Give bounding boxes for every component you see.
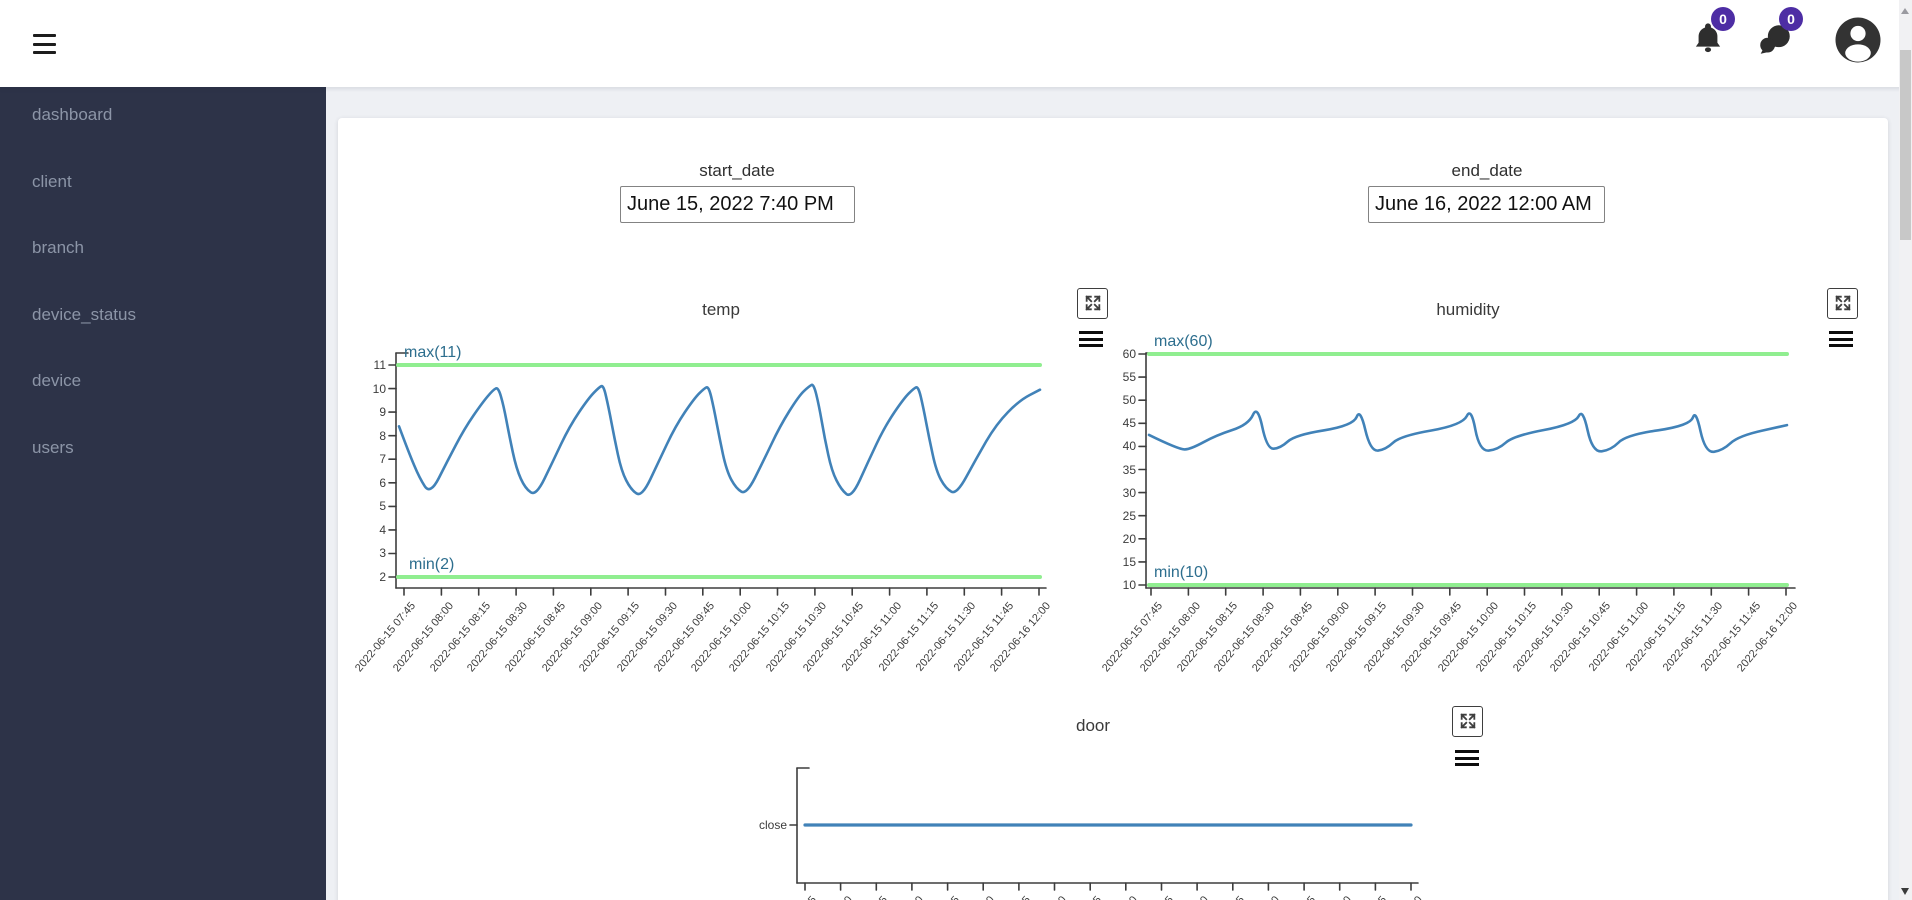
menu-bar bbox=[1455, 756, 1479, 760]
sidebar-item-branch[interactable]: branch bbox=[32, 238, 84, 258]
hamburger-icon[interactable] bbox=[33, 34, 61, 60]
humidity-menu-button[interactable] bbox=[1829, 331, 1853, 349]
start-date-input[interactable] bbox=[620, 186, 855, 223]
menu-bar bbox=[1079, 331, 1103, 334]
menu-bar bbox=[1079, 337, 1103, 341]
menu-bar bbox=[1455, 763, 1479, 767]
avatar-icon bbox=[1835, 17, 1881, 63]
scrollbar-thumb[interactable] bbox=[1900, 50, 1911, 240]
sidebar-item-device-status[interactable]: device_status bbox=[32, 304, 136, 324]
messages-badge: 0 bbox=[1779, 7, 1803, 31]
scrollbar-down-arrow-icon[interactable] bbox=[1901, 888, 1909, 895]
menu-bar bbox=[1829, 331, 1853, 334]
dashboard-card bbox=[338, 118, 1888, 900]
scrollbar[interactable] bbox=[1899, 0, 1912, 900]
end-date-input[interactable] bbox=[1368, 186, 1605, 223]
sidebar-item-users[interactable]: users bbox=[32, 437, 74, 457]
notifications-button[interactable] bbox=[1690, 20, 1726, 56]
notifications-badge: 0 bbox=[1711, 7, 1735, 31]
profile-button[interactable] bbox=[1835, 17, 1881, 63]
sidebar-item-client[interactable]: client bbox=[32, 171, 72, 191]
messages-button[interactable] bbox=[1756, 22, 1796, 58]
top-bar: 0 0 bbox=[0, 0, 1912, 87]
bell-icon bbox=[1695, 23, 1721, 53]
end-date-label: end_date bbox=[1451, 161, 1523, 180]
sidebar: dashboard client branch device_status de… bbox=[0, 87, 326, 900]
sidebar-item-dashboard[interactable]: dashboard bbox=[32, 105, 113, 124]
menu-bar bbox=[1455, 750, 1479, 753]
humidity-chart-title: humidity bbox=[1436, 300, 1500, 319]
temp-expand-button[interactable] bbox=[1077, 288, 1108, 319]
expand-arrows-icon bbox=[1834, 295, 1851, 311]
hamburger-bar bbox=[33, 51, 56, 55]
expand-arrows-icon bbox=[1084, 295, 1101, 311]
hamburger-bar bbox=[33, 42, 56, 46]
start-date-label: start_date bbox=[699, 161, 775, 180]
door-chart-title: door bbox=[1075, 716, 1111, 735]
temp-menu-button[interactable] bbox=[1079, 331, 1103, 349]
scrollbar-up-arrow-icon[interactable] bbox=[1901, 8, 1909, 14]
door-expand-button[interactable] bbox=[1452, 706, 1483, 737]
menu-bar bbox=[1829, 337, 1853, 341]
menu-bar bbox=[1829, 344, 1853, 348]
menu-bar bbox=[1079, 344, 1103, 348]
expand-arrows-icon bbox=[1459, 713, 1476, 729]
sidebar-nav: dashboard client branch device_status de… bbox=[0, 87, 326, 489]
sidebar-item-device[interactable]: device bbox=[32, 371, 82, 391]
temp-chart-title: temp bbox=[702, 300, 740, 319]
chat-icon bbox=[1760, 25, 1790, 54]
humidity-expand-button[interactable] bbox=[1827, 288, 1858, 319]
hamburger-bar bbox=[33, 34, 56, 38]
door-menu-button[interactable] bbox=[1455, 750, 1479, 768]
